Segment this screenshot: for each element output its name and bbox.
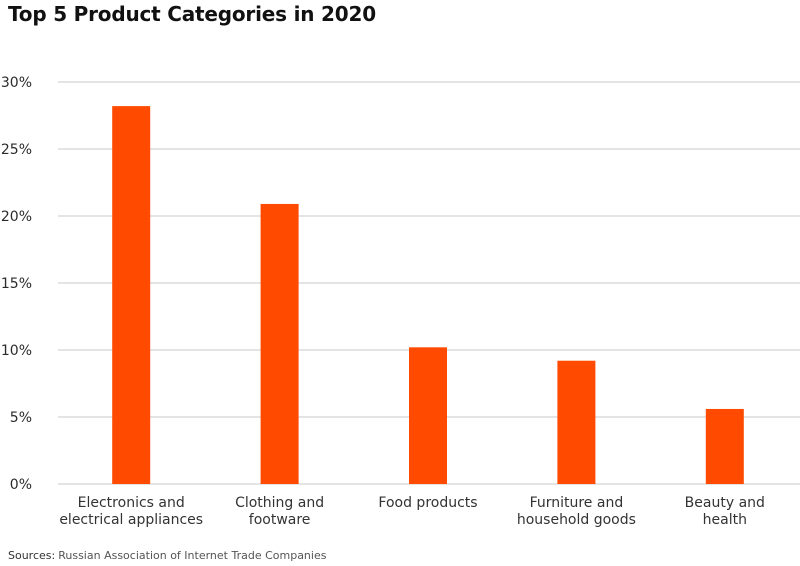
x-tick-label: Clothing and <box>235 495 324 511</box>
bar-chart: 0% 5% 10% 15% 20% 25% 30% Electronics andelectr… <box>1 75 800 528</box>
bar <box>112 106 151 485</box>
y-tick-label: 25% <box>1 142 32 158</box>
source-note: Sources: Russian Association of Internet … <box>8 549 326 562</box>
x-tick-label: health <box>703 512 747 528</box>
y-tick-label: 15% <box>1 276 32 292</box>
y-tick-label: 5% <box>10 410 32 426</box>
bar <box>409 347 447 484</box>
y-tick-label: 0% <box>10 477 32 493</box>
source-text: Russian Association of Internet Trade Co… <box>58 549 327 562</box>
bar <box>705 408 744 484</box>
source-label: Sources: <box>8 549 56 562</box>
chart-title: Top 5 Product Categories in 2020 <box>8 2 376 26</box>
bar <box>557 360 596 484</box>
x-tick-label: household goods <box>517 512 636 528</box>
x-tick-label: Food products <box>378 495 477 511</box>
x-tick-label: electrical appliances <box>59 512 203 528</box>
x-tick-label: footware <box>249 512 311 528</box>
y-tick-label: 10% <box>1 343 32 359</box>
bar <box>260 203 299 484</box>
x-tick-label: Furniture and <box>530 495 624 511</box>
y-tick-label: 30% <box>1 75 32 91</box>
x-tick-label: Beauty and <box>685 495 765 511</box>
x-tick-label: Electronics and <box>78 495 185 511</box>
y-tick-label: 20% <box>1 209 32 225</box>
